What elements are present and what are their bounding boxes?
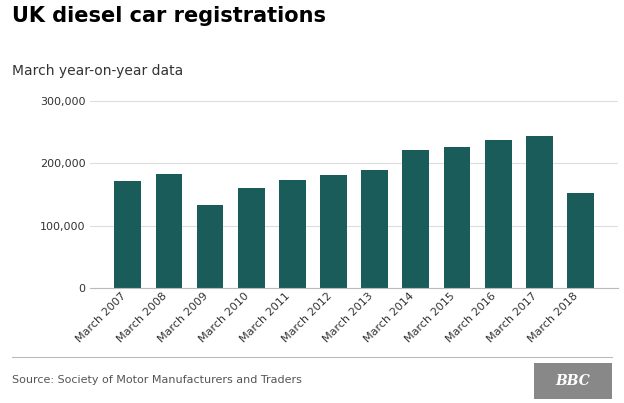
Bar: [361, 170, 388, 288]
Bar: [485, 140, 512, 288]
Bar: [567, 193, 594, 288]
Bar: [197, 205, 223, 288]
Bar: [238, 188, 265, 288]
Bar: [526, 136, 553, 288]
Text: BBC: BBC: [555, 374, 590, 388]
Text: UK diesel car registrations: UK diesel car registrations: [12, 6, 326, 26]
Bar: [402, 150, 429, 288]
Bar: [320, 175, 347, 288]
Bar: [279, 180, 306, 288]
Bar: [444, 147, 470, 288]
Bar: [155, 174, 182, 288]
Text: Source: Society of Motor Manufacturers and Traders: Source: Society of Motor Manufacturers a…: [12, 375, 303, 385]
Text: March year-on-year data: March year-on-year data: [12, 64, 183, 79]
Bar: [114, 181, 141, 288]
